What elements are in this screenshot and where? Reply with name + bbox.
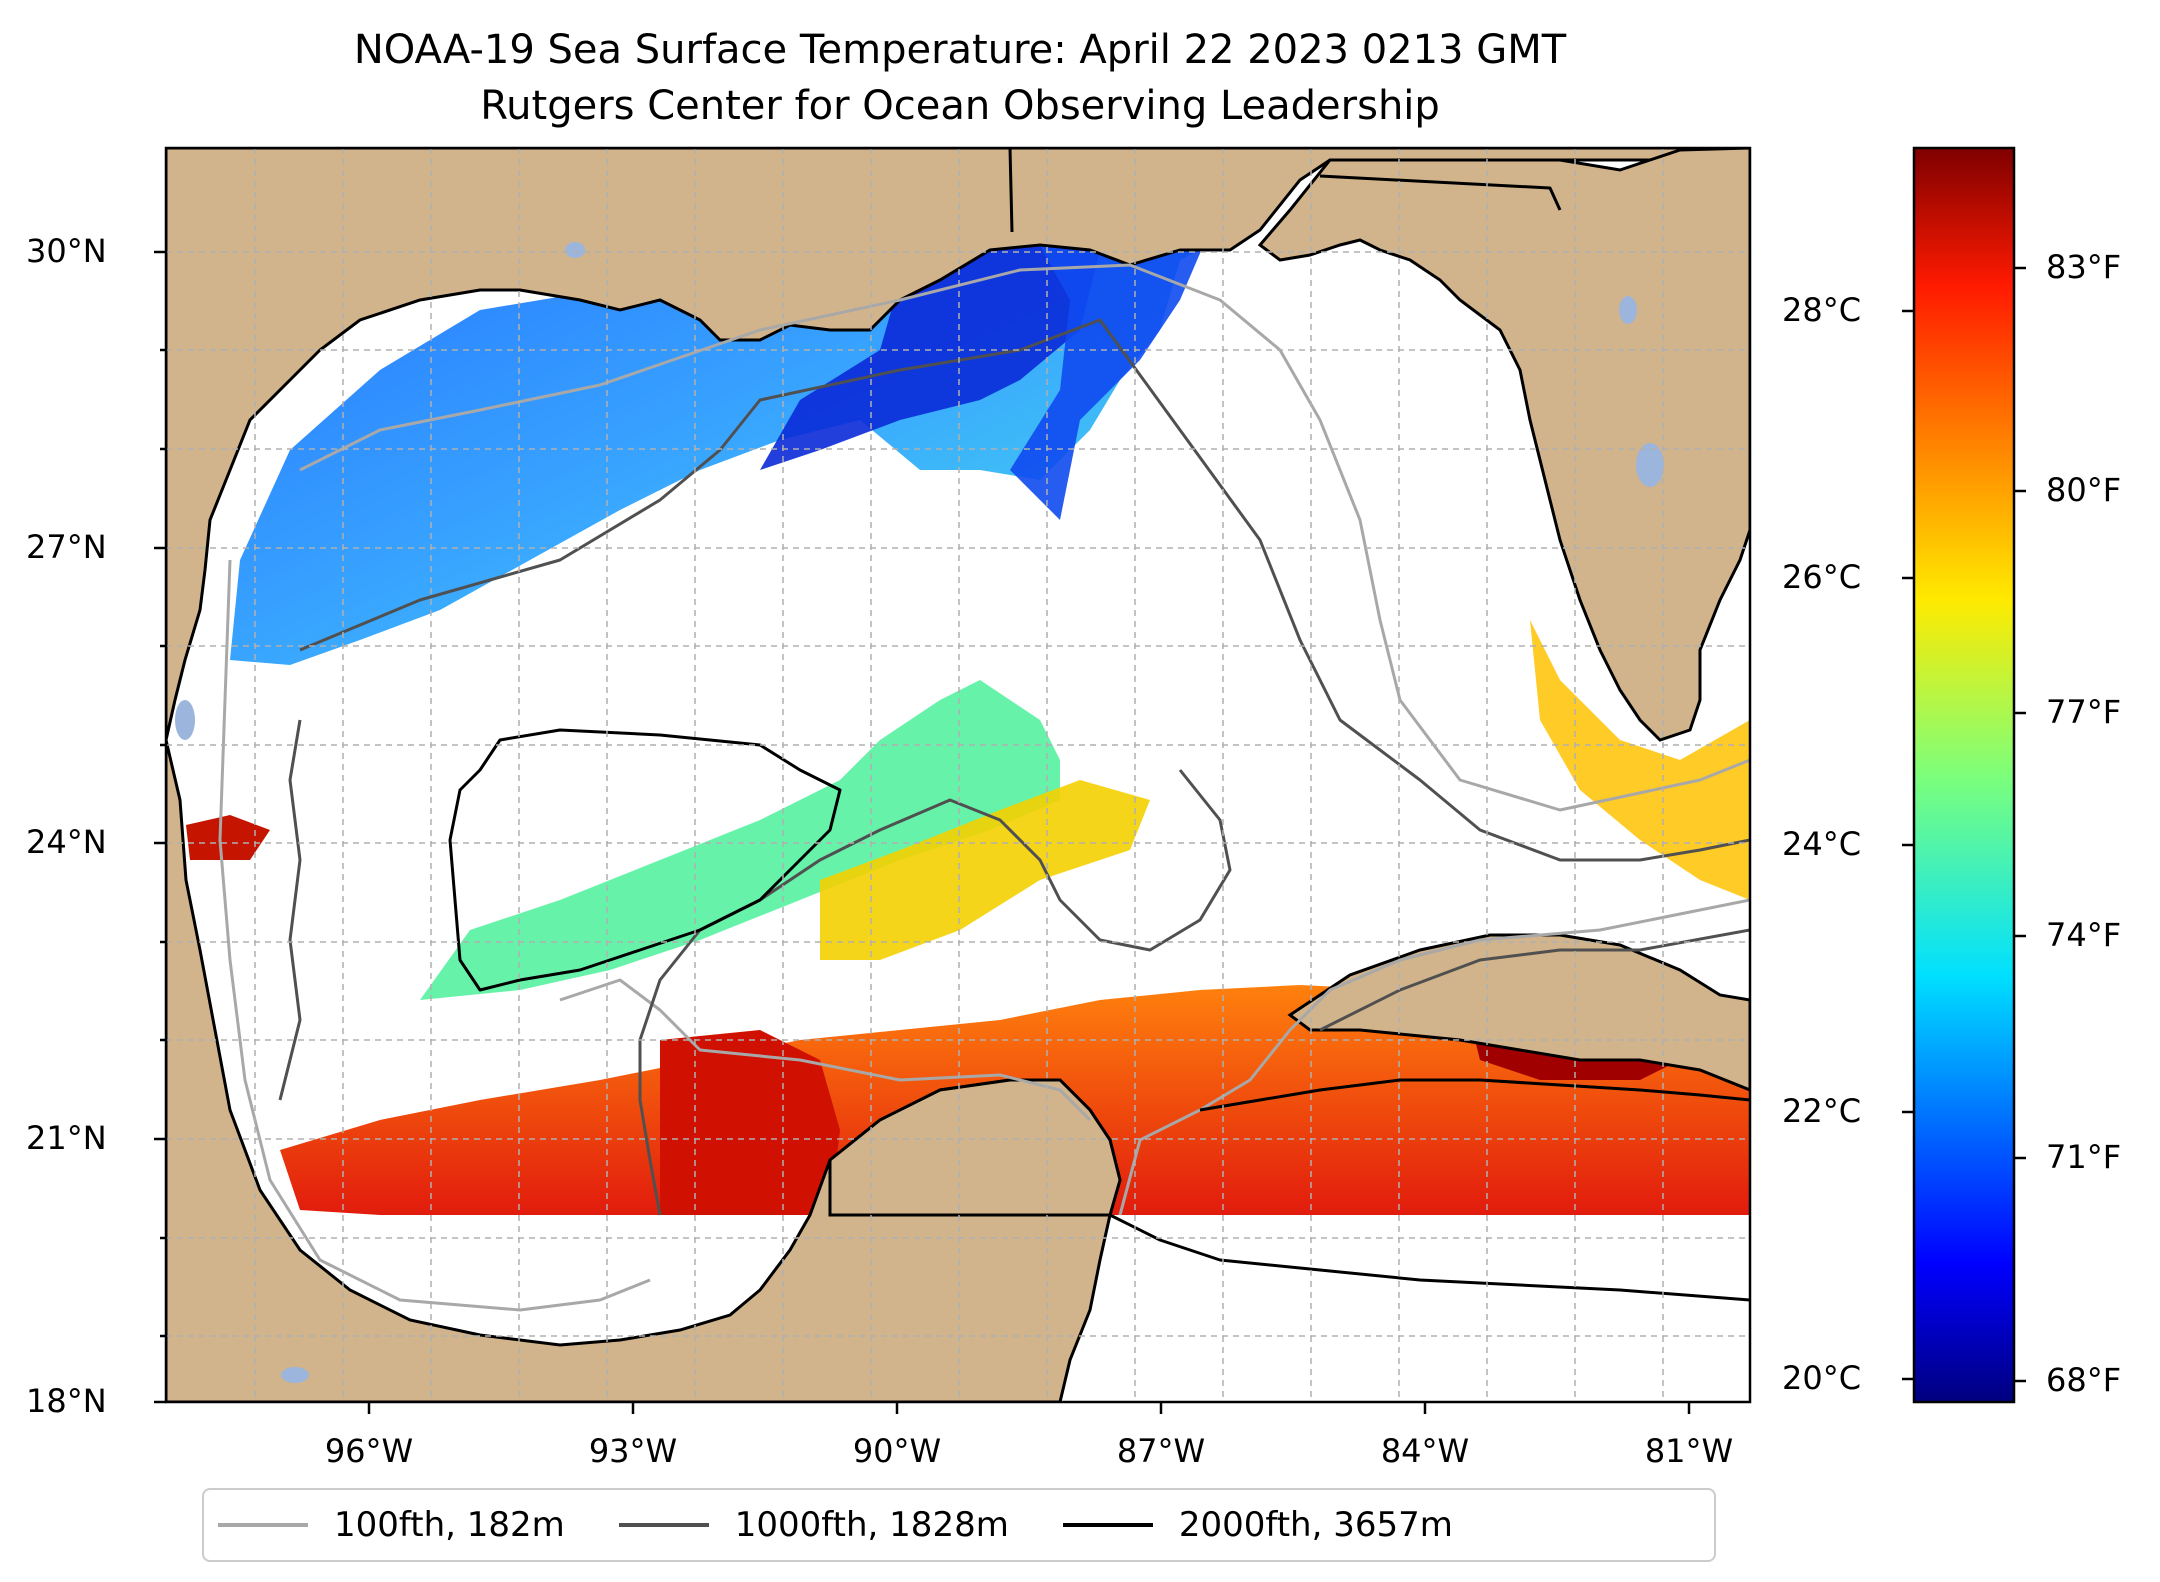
legend-item-2000fth: 2000fth, 3657m: [1062, 1505, 1453, 1545]
lat-tick-label: 21°N: [26, 1119, 107, 1157]
colorbar-fahrenheit-label: 83°F: [2046, 248, 2122, 286]
lon-tick-label: 90°W: [852, 1432, 942, 1470]
legend-line-swatch: [1062, 1523, 1153, 1527]
land-layer: [166, 148, 1750, 1402]
map-subtitle: Rutgers Center for Ocean Observing Leade…: [480, 83, 1440, 129]
land-cuba: [1287, 933, 1750, 1092]
border-us-mexico: [1008, 148, 1014, 233]
lat-tick-label: 18°N: [26, 1382, 107, 1420]
land-mexico: [166, 739, 1122, 1402]
contour-1000fth: [278, 318, 1750, 1216]
legend-line-swatch: [618, 1523, 709, 1527]
contour-100fth: [218, 263, 1750, 1312]
map-frame: [164, 146, 1752, 1404]
contour-legend: 100fth, 182m 1000fth, 1828m 2000fth, 365…: [202, 1488, 1716, 1562]
lon-tick-label: 96°W: [324, 1432, 414, 1470]
colorbar-celsius-label: 28°C: [1782, 291, 1862, 329]
land-texas-louisiana: [166, 148, 1750, 741]
sst-central-gulf-yellow: [820, 780, 1150, 960]
lakes-layer: [175, 242, 1664, 1383]
colorbar-ticks: [1902, 266, 2026, 1383]
colorbar-fahrenheit-label: 77°F: [2046, 693, 2122, 731]
colorbar-celsius-label: 24°C: [1782, 825, 1862, 863]
colorbar-fahrenheit-label: 71°F: [2046, 1138, 2122, 1176]
colorbar-celsius-label: 22°C: [1782, 1092, 1862, 1130]
land-florida: [1257, 148, 1750, 742]
legend-item-100fth: 100fth, 182m: [218, 1505, 565, 1545]
sst-mexico-coast-patch: [186, 815, 270, 860]
lat-tick-label: 30°N: [26, 232, 107, 270]
axis-ticks: [154, 250, 1691, 1414]
colorbar: [1912, 146, 2016, 1404]
lon-tick-label: 87°W: [1116, 1432, 1206, 1470]
legend-item-1000fth: 1000fth, 1828m: [618, 1505, 1009, 1545]
legend-label: 2000fth, 3657m: [1178, 1505, 1453, 1545]
lon-tick-label: 81°W: [1644, 1432, 1734, 1470]
colorbar-fahrenheit-label: 80°F: [2046, 471, 2122, 509]
state-border-fl: [1319, 174, 1562, 211]
map-title: NOAA-19 Sea Surface Temperature: April 2…: [353, 27, 1567, 73]
land-yucatan: [828, 1078, 1122, 1217]
colorbar-fahrenheit-label: 74°F: [2046, 916, 2122, 954]
bathymetry-contours: [218, 148, 1750, 1312]
lat-tick-label: 24°N: [26, 823, 107, 861]
sst-central-gulf-green: [420, 680, 1060, 1000]
lon-tick-label: 84°W: [1380, 1432, 1470, 1470]
lon-tick-label: 93°W: [588, 1432, 678, 1470]
colorbar-fahrenheit-label: 68°F: [2046, 1361, 2122, 1399]
legend-label: 1000fth, 1828m: [734, 1505, 1009, 1545]
sst-yucatan-hot-core: [660, 1030, 840, 1215]
sst-west-florida-shelf-warm: [1530, 620, 1750, 900]
legend-label: 100fth, 182m: [334, 1505, 565, 1545]
colorbar-celsius-label: 20°C: [1782, 1359, 1862, 1397]
colorbar-celsius-label: 26°C: [1782, 558, 1862, 596]
sst-mississippi-delta-cool: [1010, 200, 1210, 520]
sst-louisiana-shelf-deep-blue: [760, 200, 1100, 470]
contour-2000fth: [448, 728, 1750, 1302]
lat-tick-label: 27°N: [26, 528, 107, 566]
gridlines: [166, 148, 1750, 1402]
legend-line-swatch: [218, 1523, 308, 1527]
